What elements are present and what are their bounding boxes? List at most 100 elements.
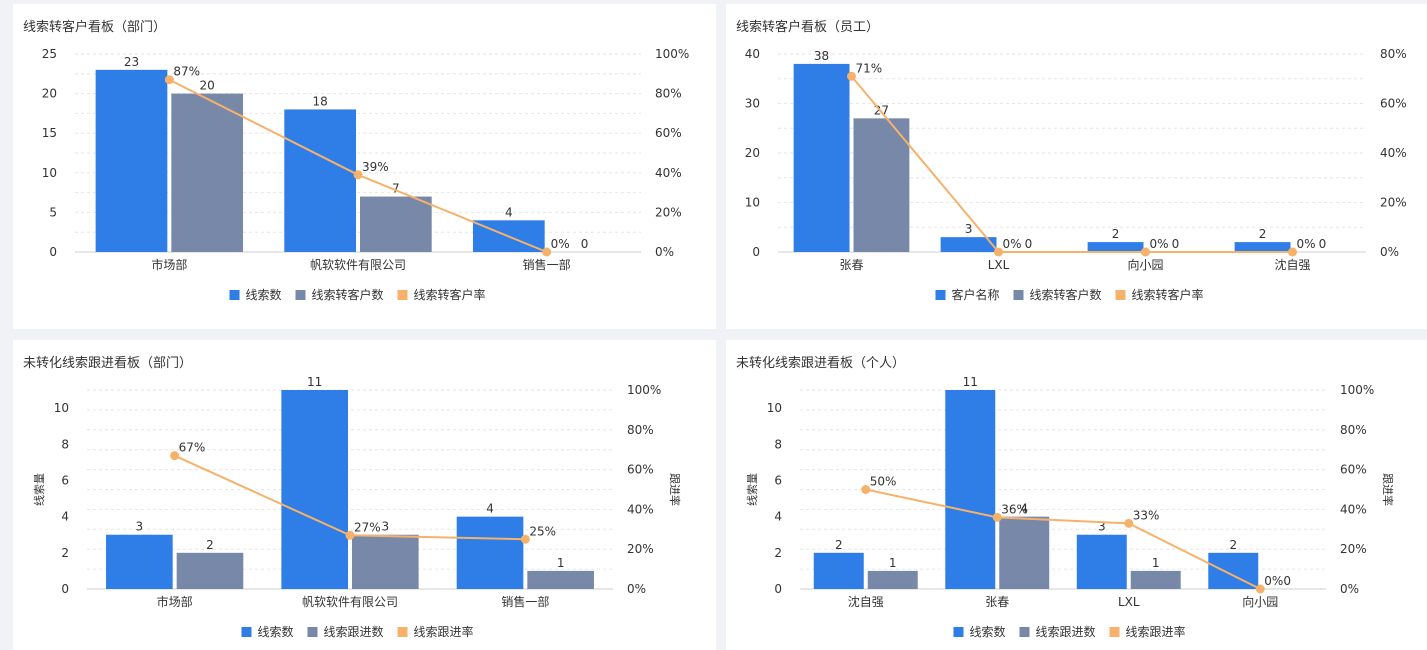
rate-point (353, 170, 363, 180)
rate-value-label: 36% (1001, 502, 1028, 516)
y2-tick-label: 20% (1340, 542, 1367, 556)
bar (1234, 242, 1291, 252)
y2-tick-label: 100% (627, 383, 661, 397)
rate-point (1124, 518, 1134, 528)
bar (456, 516, 524, 589)
bar-value-label: 2 (1229, 538, 1237, 552)
rate-value-label: 0% (1003, 237, 1022, 251)
bar (940, 237, 997, 252)
rate-value-label: 0% (1264, 574, 1283, 588)
bar-value-label: 4 (505, 205, 513, 219)
y2-tick-label: 80% (627, 423, 654, 437)
y-tick-label: 2 (774, 546, 782, 560)
rate-value-label: 27% (354, 520, 381, 534)
bar-value-label: 2 (206, 538, 214, 552)
bar (793, 63, 850, 253)
y-tick-label: 20 (745, 146, 760, 160)
rate-point (1288, 247, 1297, 257)
bar-value-label: 2 (1112, 227, 1120, 241)
rate-value-label: 33% (1133, 508, 1160, 522)
bar-value-label: 1 (557, 556, 565, 570)
rate-value-label: 0% (1297, 237, 1316, 251)
y-tick-label: 40 (745, 47, 760, 61)
rate-point (994, 247, 1003, 257)
bar-value-label: 23 (124, 55, 139, 69)
bar-value-label: 0 (1283, 574, 1291, 588)
x-tick-label: 向小园 (1242, 594, 1278, 609)
legend-label: 线索跟进率 (414, 624, 474, 639)
x-tick-label: 张春 (985, 595, 1009, 609)
legend-label: 线索跟进数 (1036, 624, 1096, 639)
x-tick-label: 帆软软件有限公司 (302, 594, 398, 609)
legend-label: 线索跟进数 (324, 624, 384, 639)
rate-point (170, 451, 180, 461)
legend-label: 线索数 (258, 624, 294, 639)
rate-value-label: 71% (856, 61, 883, 75)
x-tick-label: 向小园 (1127, 257, 1163, 272)
bar-value-label: 11 (963, 375, 978, 389)
bar-value-label: 2 (1259, 227, 1267, 241)
legend-swatch (1115, 290, 1126, 300)
legend-swatch (307, 627, 318, 637)
x-tick-label: LXL (988, 258, 1010, 272)
y2-axis-title: 跟进率 (1381, 473, 1395, 506)
x-tick-label: LXL (1118, 595, 1140, 609)
y2-tick-label: 60% (627, 463, 654, 477)
bar (813, 552, 864, 589)
bar (176, 552, 244, 589)
bar (281, 390, 348, 589)
chart-title: 未转化线索跟进看板（部门） (23, 356, 193, 371)
y2-tick-label: 40% (1380, 146, 1407, 160)
y2-tick-label: 80% (1340, 423, 1367, 437)
legend-swatch (295, 290, 306, 300)
y-axis-title: 线索量 (745, 473, 759, 506)
y2-tick-label: 80% (1380, 47, 1407, 61)
chart-title: 线索转客户看板（部门） (23, 20, 167, 35)
rate-point (861, 485, 871, 494)
y2-tick-label: 0% (655, 245, 674, 259)
legend: 客户名称 线索转客户数 线索转客户率 (935, 287, 1204, 302)
chart-svg: 05101520250%20%40%60%80%100%市场部2320帆软软件有… (42, 47, 690, 302)
x-tick-label: 沈自强 (848, 594, 884, 609)
rate-line (865, 488, 1261, 590)
panel-dept-followup: 未转化线索跟进看板（部门） 0 2 4 6 8 10 0% 20% 40% 60% 80% 100% 线… (13, 340, 716, 650)
legend-label: 线索转客户率 (414, 287, 486, 302)
legend-swatch (397, 290, 408, 300)
legend-swatch (1019, 627, 1030, 637)
bar (360, 196, 432, 252)
y-axis-title: 线索量 (32, 473, 46, 506)
x-tick-label: 市场部 (157, 594, 193, 609)
rate-point (992, 512, 1002, 522)
y-tick-label: 4 (774, 510, 782, 524)
legend-label: 线索数 (246, 287, 282, 302)
bar (853, 118, 910, 252)
bar (284, 109, 356, 252)
bar (999, 516, 1050, 589)
x-tick-label: 张春 (839, 258, 863, 272)
y2-tick-label: 100% (655, 47, 689, 61)
panel-staff-conversion: 线索转客户看板（员工） 0 10 20 30 40 0% 20% 40% 60% 80% 张春 38 2… (726, 4, 1427, 329)
bar-value-label: 1 (889, 556, 897, 570)
y-tick-label: 15 (42, 126, 57, 140)
y2-tick-label: 20% (1380, 196, 1407, 210)
y2-tick-label: 0% (1340, 582, 1359, 596)
y2-tick-label: 60% (1380, 97, 1407, 111)
bar (1076, 534, 1127, 589)
y2-axis-title: 跟进率 (668, 473, 682, 506)
y2-tick-label: 80% (655, 87, 682, 101)
bar (867, 570, 918, 589)
panel-person-followup: 未转化线索跟进看板（个人） 0 2 4 6 8 10 0% 20% 40% 60% 80% 100% 线… (726, 340, 1427, 650)
y-tick-label: 8 (61, 437, 69, 451)
bar-value-label: 38 (814, 49, 829, 63)
grid-lines (87, 389, 613, 590)
chart-title: 线索转客户看板（员工） (736, 20, 880, 35)
panel-dept-conversion: 线索转客户看板（部门） 0 5 10 15 20 25 0% 20% 40% 60% 80% 100%… (13, 4, 716, 329)
legend-swatch (241, 627, 252, 637)
bar-value-label: 2 (835, 538, 843, 552)
bar-value-label: 3 (381, 520, 389, 534)
bar (95, 69, 168, 252)
y2-tick-label: 60% (1340, 463, 1367, 477)
y2-tick-label: 40% (627, 502, 654, 516)
rate-value-label: 0% (551, 237, 570, 251)
